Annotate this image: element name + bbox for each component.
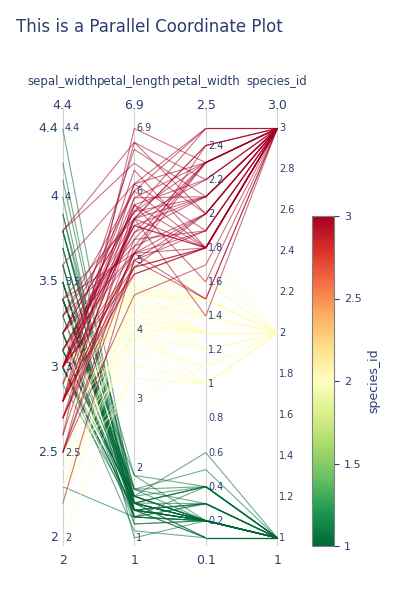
Text: 2: 2 [208, 209, 214, 219]
Text: 0.4: 0.4 [208, 482, 223, 491]
Text: 2.2: 2.2 [208, 175, 224, 185]
Text: 5: 5 [136, 255, 143, 265]
Text: 1.4: 1.4 [208, 311, 223, 321]
Text: 0.6: 0.6 [208, 448, 223, 458]
Text: 2: 2 [136, 463, 143, 473]
Text: species_id: species_id [247, 74, 308, 88]
Text: 3.5: 3.5 [38, 275, 58, 289]
Text: 1.2: 1.2 [208, 345, 223, 355]
Text: 2.6: 2.6 [280, 205, 295, 215]
Text: 2.4: 2.4 [280, 246, 295, 256]
Text: 4.4: 4.4 [65, 124, 80, 133]
Text: petal_length: petal_length [97, 74, 171, 88]
Text: 3.5: 3.5 [65, 277, 80, 287]
Text: 4: 4 [65, 191, 71, 202]
Text: 3: 3 [136, 394, 142, 404]
Text: 2: 2 [50, 532, 58, 544]
Text: 1.6: 1.6 [280, 410, 295, 420]
Text: 6: 6 [136, 186, 142, 196]
Text: 6.9: 6.9 [124, 99, 144, 112]
Text: 0.1: 0.1 [196, 554, 216, 567]
Text: 4: 4 [136, 325, 142, 335]
Text: 2: 2 [280, 328, 286, 338]
Text: 6.9: 6.9 [136, 124, 152, 133]
Text: 1.6: 1.6 [208, 277, 223, 287]
Text: 2: 2 [59, 554, 67, 567]
Text: 1.8: 1.8 [208, 243, 223, 253]
Text: 1: 1 [136, 533, 142, 543]
Text: 3: 3 [65, 362, 71, 372]
Text: 0.2: 0.2 [208, 516, 223, 526]
Text: 2.8: 2.8 [280, 164, 295, 175]
Text: 1.8: 1.8 [280, 369, 295, 379]
Text: 2.5: 2.5 [38, 446, 58, 459]
Y-axis label: species_id: species_id [367, 349, 380, 413]
Text: 4: 4 [50, 190, 58, 203]
Text: 2.4: 2.4 [208, 140, 223, 151]
Text: 1: 1 [280, 533, 286, 543]
Text: 3.0: 3.0 [267, 99, 287, 112]
Text: 4.4: 4.4 [39, 122, 58, 135]
Text: 1.4: 1.4 [280, 451, 295, 461]
Text: sepal_width: sepal_width [28, 74, 98, 88]
Text: 1: 1 [208, 379, 214, 389]
Text: 1: 1 [273, 554, 281, 567]
Text: petal_width: petal_width [171, 74, 240, 88]
Text: 2.5: 2.5 [196, 99, 216, 112]
Text: 1: 1 [130, 554, 138, 567]
Text: 1.2: 1.2 [280, 492, 295, 502]
Text: 2: 2 [65, 533, 71, 543]
Text: 3: 3 [50, 361, 58, 374]
Text: 3: 3 [280, 124, 286, 133]
Text: 2.5: 2.5 [65, 448, 80, 458]
Text: 0.8: 0.8 [208, 413, 223, 424]
Text: 4.4: 4.4 [53, 99, 73, 112]
Text: This is a Parallel Coordinate Plot: This is a Parallel Coordinate Plot [16, 18, 283, 36]
Text: 2.2: 2.2 [280, 287, 295, 297]
